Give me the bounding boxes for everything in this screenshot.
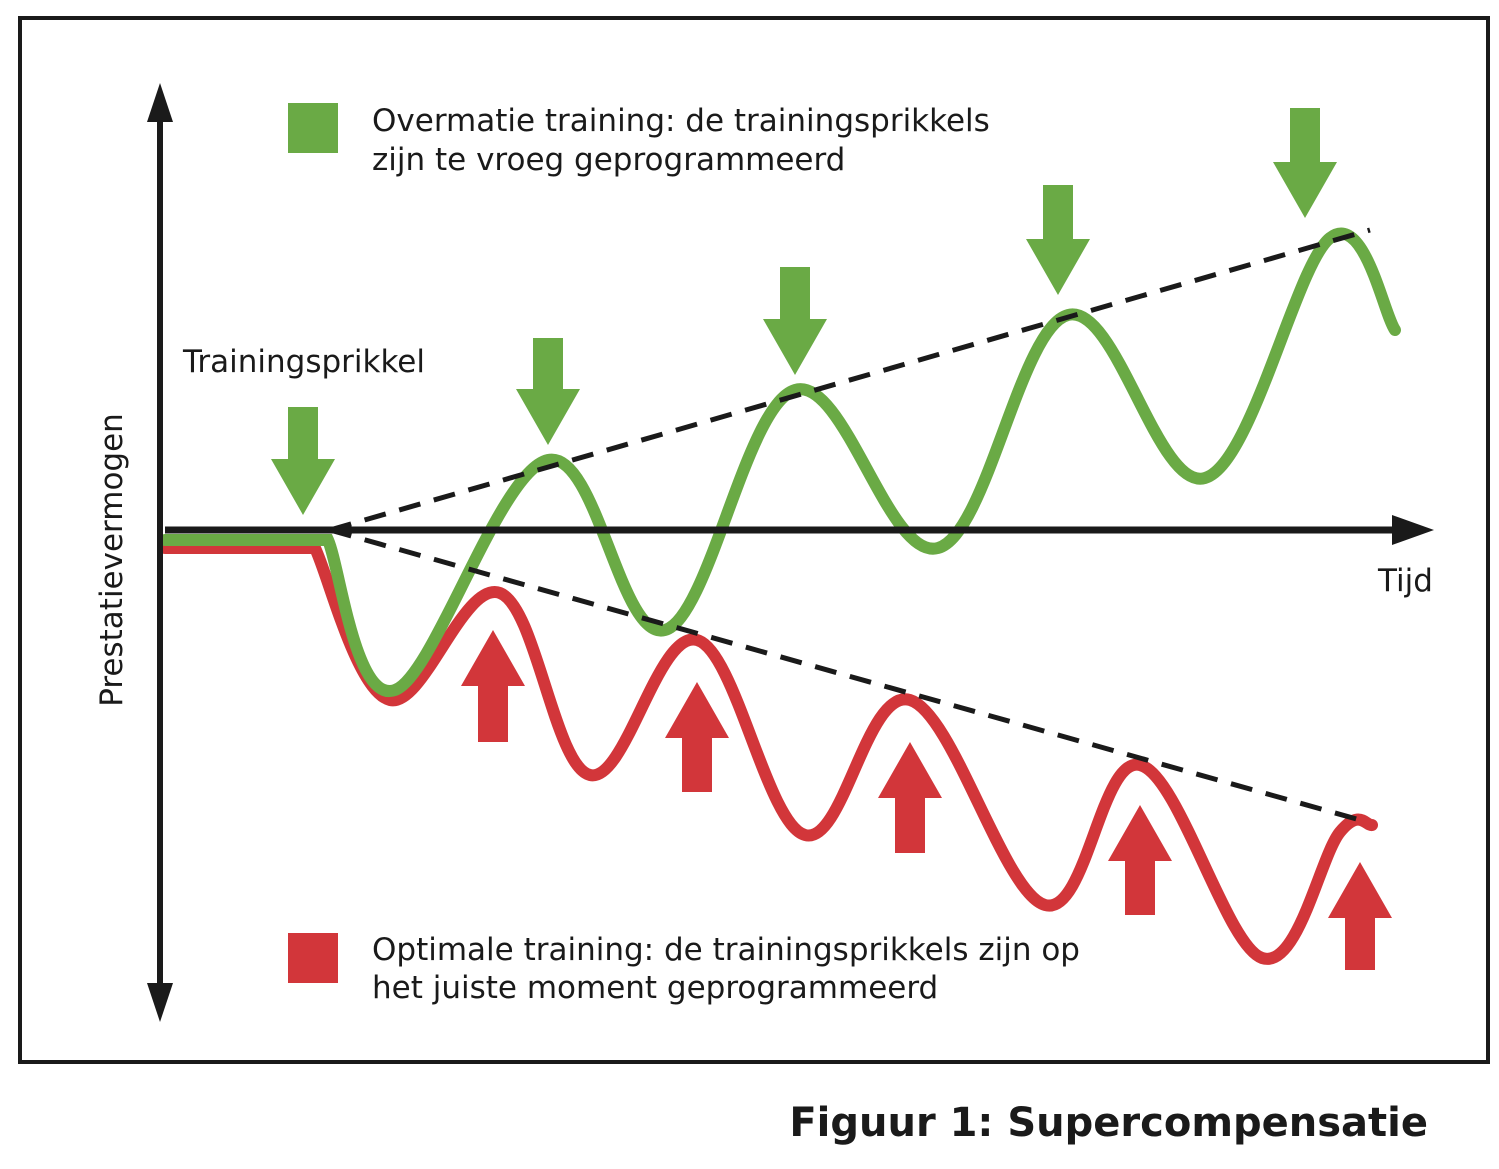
axis-arrow bbox=[1392, 515, 1434, 545]
arrow bbox=[763, 267, 827, 375]
axis-arrow bbox=[147, 83, 173, 122]
legend-text: Overmatie training: de trainingsprikkels bbox=[372, 103, 990, 139]
arrow bbox=[1273, 108, 1337, 218]
arrow bbox=[1328, 862, 1392, 970]
arrow bbox=[878, 742, 942, 853]
red-curve bbox=[159, 542, 1378, 965]
legend-swatch bbox=[288, 103, 338, 153]
green-curve bbox=[159, 228, 1401, 697]
legend-swatch bbox=[288, 933, 338, 983]
arrow bbox=[271, 407, 335, 515]
arrows bbox=[271, 108, 1392, 970]
axis-arrow bbox=[147, 983, 173, 1022]
legend-text: het juiste moment geprogrammeerd bbox=[372, 970, 938, 1006]
frame bbox=[18, 16, 1490, 1064]
y-axis-label: Prestatievermogen bbox=[94, 413, 130, 707]
annotation: Trainingsprikkel bbox=[182, 344, 425, 380]
arrow bbox=[516, 338, 580, 445]
legend-text: zijn te vroeg geprogrammeerd bbox=[372, 142, 845, 178]
arrow bbox=[1026, 185, 1090, 295]
caption: Figuur 1: Supercompensatie bbox=[789, 1100, 1428, 1146]
arrow bbox=[461, 630, 525, 742]
x-axis-label: Tijd bbox=[1377, 563, 1433, 599]
curves bbox=[159, 228, 1401, 965]
trend-line bbox=[329, 227, 1371, 533]
arrow bbox=[665, 682, 729, 792]
arrow bbox=[1108, 805, 1172, 915]
legend-text: Optimale training: de trainingsprikkels … bbox=[372, 932, 1080, 968]
